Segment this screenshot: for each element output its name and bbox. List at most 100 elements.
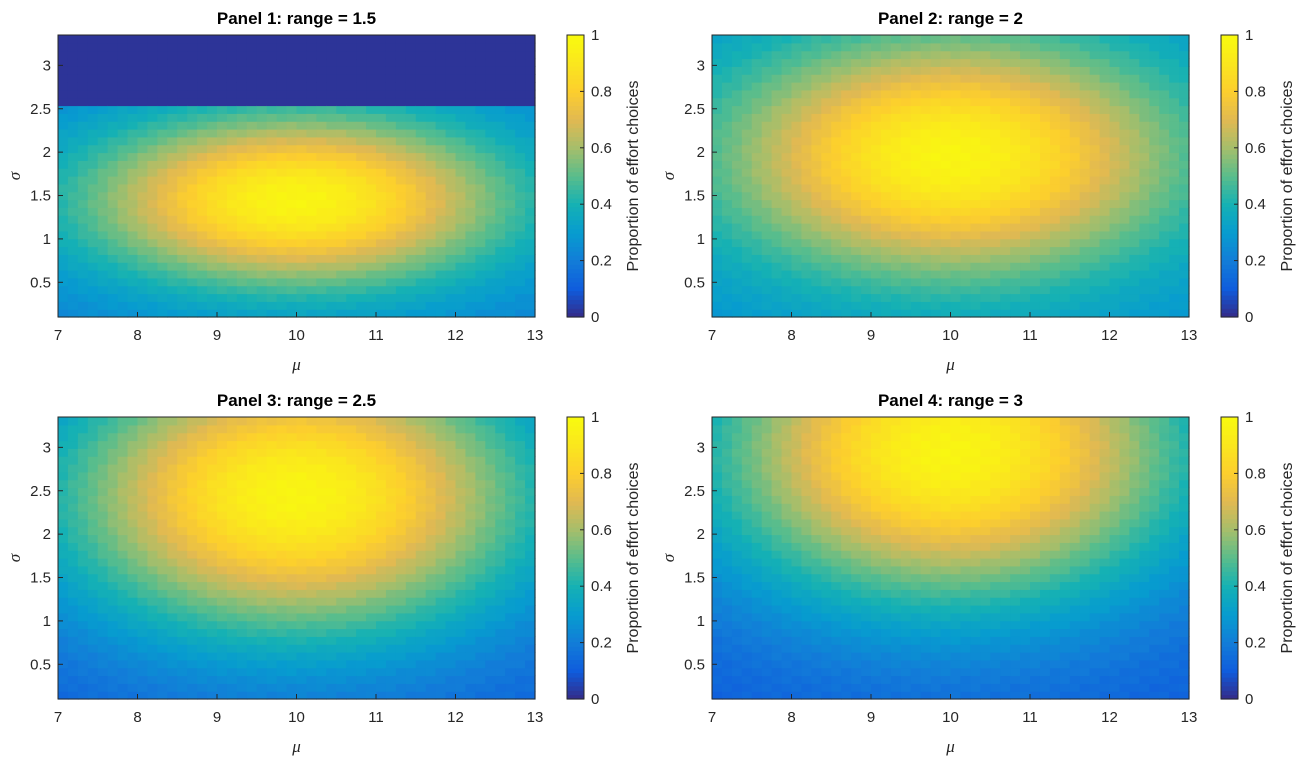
- heatmap-cell: [712, 183, 723, 193]
- heatmap-cell: [177, 168, 188, 177]
- heatmap-cell: [316, 487, 327, 496]
- heatmap-cell: [157, 628, 168, 637]
- heatmap-cell: [731, 168, 743, 177]
- chart-title: Panel 3: range = 2.5: [217, 391, 376, 410]
- heatmap-cell: [376, 160, 387, 169]
- heatmap-cell: [791, 129, 803, 138]
- heatmap-cell: [197, 503, 208, 512]
- heatmap-cell: [771, 207, 783, 216]
- heatmap-cell: [127, 309, 139, 318]
- heatmap-cell: [117, 199, 129, 208]
- heatmap-cell: [87, 121, 99, 130]
- heatmap-cell: [326, 105, 337, 114]
- heatmap-cell: [197, 675, 208, 684]
- heatmap-cell: [296, 168, 308, 177]
- heatmap-cell: [900, 262, 912, 271]
- heatmap-cell: [366, 581, 377, 590]
- heatmap-cell: [1179, 136, 1190, 146]
- heatmap-cell: [336, 42, 347, 52]
- heatmap-cell: [306, 254, 317, 263]
- heatmap-cell: [326, 74, 337, 83]
- heatmap-cell: [217, 223, 228, 232]
- heatmap-cell: [256, 97, 268, 107]
- heatmap-cell: [226, 113, 238, 122]
- heatmap-cell: [326, 144, 337, 154]
- heatmap-cell: [801, 50, 812, 60]
- heatmap-cell: [336, 487, 347, 496]
- heatmap-cell: [137, 82, 149, 91]
- heatmap-cell: [316, 464, 327, 473]
- heatmap-cell: [741, 183, 753, 193]
- heatmap-cell: [207, 542, 218, 551]
- heatmap-cell: [197, 597, 208, 606]
- heatmap-cell: [376, 89, 387, 99]
- heatmap-cell: [851, 207, 862, 216]
- heatmap-cell: [217, 581, 228, 590]
- heatmap-cell: [356, 74, 367, 83]
- heatmap-cell: [77, 207, 89, 216]
- heatmap-cell: [1020, 105, 1031, 114]
- heatmap-cell: [761, 285, 773, 295]
- heatmap-cell: [376, 471, 387, 481]
- heatmap-cell: [187, 105, 198, 114]
- heatmap-cell: [1099, 191, 1111, 201]
- heatmap-cell: [445, 238, 457, 248]
- heatmap-cell: [990, 66, 1001, 75]
- heatmap-cell: [781, 66, 793, 75]
- heatmap-cell: [950, 97, 962, 107]
- heatmap-cell: [851, 199, 862, 208]
- colorbar-tick-label: 0.2: [591, 253, 612, 270]
- heatmap-cell: [306, 82, 317, 91]
- heatmap-cell: [721, 89, 733, 99]
- heatmap-cell: [336, 121, 347, 130]
- heatmap-cell: [980, 270, 991, 279]
- heatmap-cell: [890, 121, 902, 130]
- heatmap-cell: [721, 293, 733, 302]
- heatmap-cell: [721, 246, 733, 255]
- heatmap-cell: [217, 620, 228, 630]
- heatmap-cell: [67, 238, 79, 248]
- heatmap-cell: [871, 301, 882, 310]
- heatmap-cell: [1089, 58, 1101, 67]
- heatmap-cell: [761, 113, 773, 122]
- heatmap-cell: [346, 511, 357, 520]
- heatmap-cell: [405, 254, 417, 263]
- heatmap-cell: [256, 518, 268, 528]
- heatmap-cell: [336, 74, 347, 83]
- heatmap-cell: [296, 121, 308, 130]
- heatmap-cell: [97, 659, 109, 669]
- heatmap-cell: [871, 160, 882, 169]
- heatmap-cell: [385, 683, 397, 692]
- heatmap-cell: [326, 558, 337, 567]
- heatmap-cell: [306, 612, 317, 622]
- heatmap-cell: [861, 144, 872, 154]
- heatmap-cell: [801, 74, 812, 83]
- heatmap-cell: [356, 152, 367, 161]
- heatmap-cell: [721, 121, 733, 130]
- heatmap-cell: [217, 417, 228, 426]
- heatmap-cell: [256, 495, 268, 504]
- heatmap-cell: [286, 511, 298, 520]
- heatmap-cell: [226, 440, 238, 449]
- heatmap-cell: [385, 35, 397, 44]
- heatmap-cell: [286, 565, 298, 575]
- heatmap-cell: [67, 479, 79, 489]
- heatmap-cell: [306, 471, 317, 481]
- heatmap-cell: [851, 238, 862, 248]
- heatmap-cell: [1039, 309, 1051, 318]
- heatmap-cell: [177, 612, 188, 622]
- heatmap-cell: [1179, 97, 1190, 107]
- heatmap-cell: [58, 605, 69, 614]
- heatmap-cell: [87, 511, 99, 520]
- heatmap-cell: [236, 113, 248, 122]
- heatmap-cell: [861, 285, 872, 295]
- heatmap-cell: [405, 487, 417, 496]
- heatmap-cell: [910, 199, 922, 208]
- heatmap-cell: [1030, 199, 1041, 208]
- heatmap-cell: [336, 152, 347, 161]
- heatmap-cell: [831, 58, 842, 67]
- colorbar-segment: [567, 237, 584, 243]
- heatmap-cell: [97, 432, 109, 442]
- heatmap-cell: [236, 144, 248, 154]
- heatmap-cell: [1020, 50, 1031, 60]
